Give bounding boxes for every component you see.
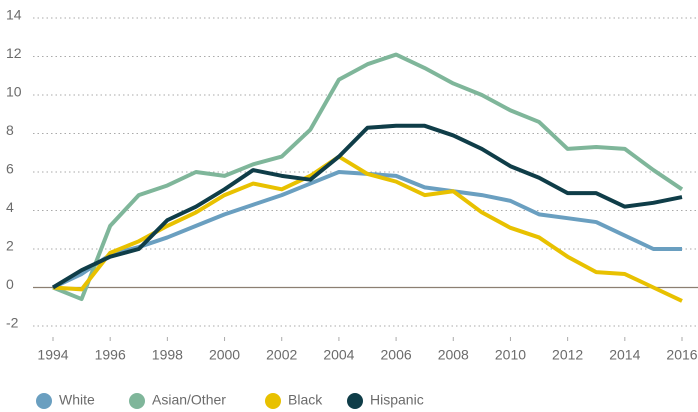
y-tick-label: 6 (6, 161, 14, 177)
x-tick-label: 1998 (152, 347, 183, 363)
y-tick-label: 12 (6, 45, 22, 61)
x-tick-label: 1994 (37, 347, 68, 363)
y-tick-label: 0 (6, 276, 14, 292)
series-line (51, 123, 683, 290)
legend-swatch (36, 393, 52, 409)
x-tick-label: 2006 (381, 347, 412, 363)
y-tick-label: 14 (6, 7, 22, 23)
x-tick-label: 2014 (609, 347, 640, 363)
legend-label: White (59, 392, 95, 408)
y-tick-label: 8 (6, 122, 14, 138)
x-tick-label: 2000 (209, 347, 240, 363)
series-line (52, 170, 682, 290)
y-tick-label: 10 (6, 84, 22, 100)
x-tick-label: 2016 (666, 347, 697, 363)
legend-swatch (347, 393, 363, 409)
x-tick-label: 2002 (266, 347, 297, 363)
x-tick-label: 2004 (323, 347, 354, 363)
x-tick-label: 2010 (495, 347, 526, 363)
x-tick-label: 1996 (95, 347, 126, 363)
y-tick-label: 4 (6, 199, 14, 215)
y-tick-label: 2 (6, 238, 14, 254)
x-tick-label: 2008 (438, 347, 469, 363)
series-line (52, 52, 684, 302)
x-tick-label: 2012 (552, 347, 583, 363)
legend-label: Hispanic (370, 392, 424, 408)
y-tick-label: -2 (6, 315, 19, 331)
legend-swatch (129, 393, 145, 409)
legend-swatch (265, 393, 281, 409)
legend-label: Black (288, 392, 323, 408)
legend-label: Asian/Other (152, 392, 226, 408)
series-line (52, 154, 683, 303)
